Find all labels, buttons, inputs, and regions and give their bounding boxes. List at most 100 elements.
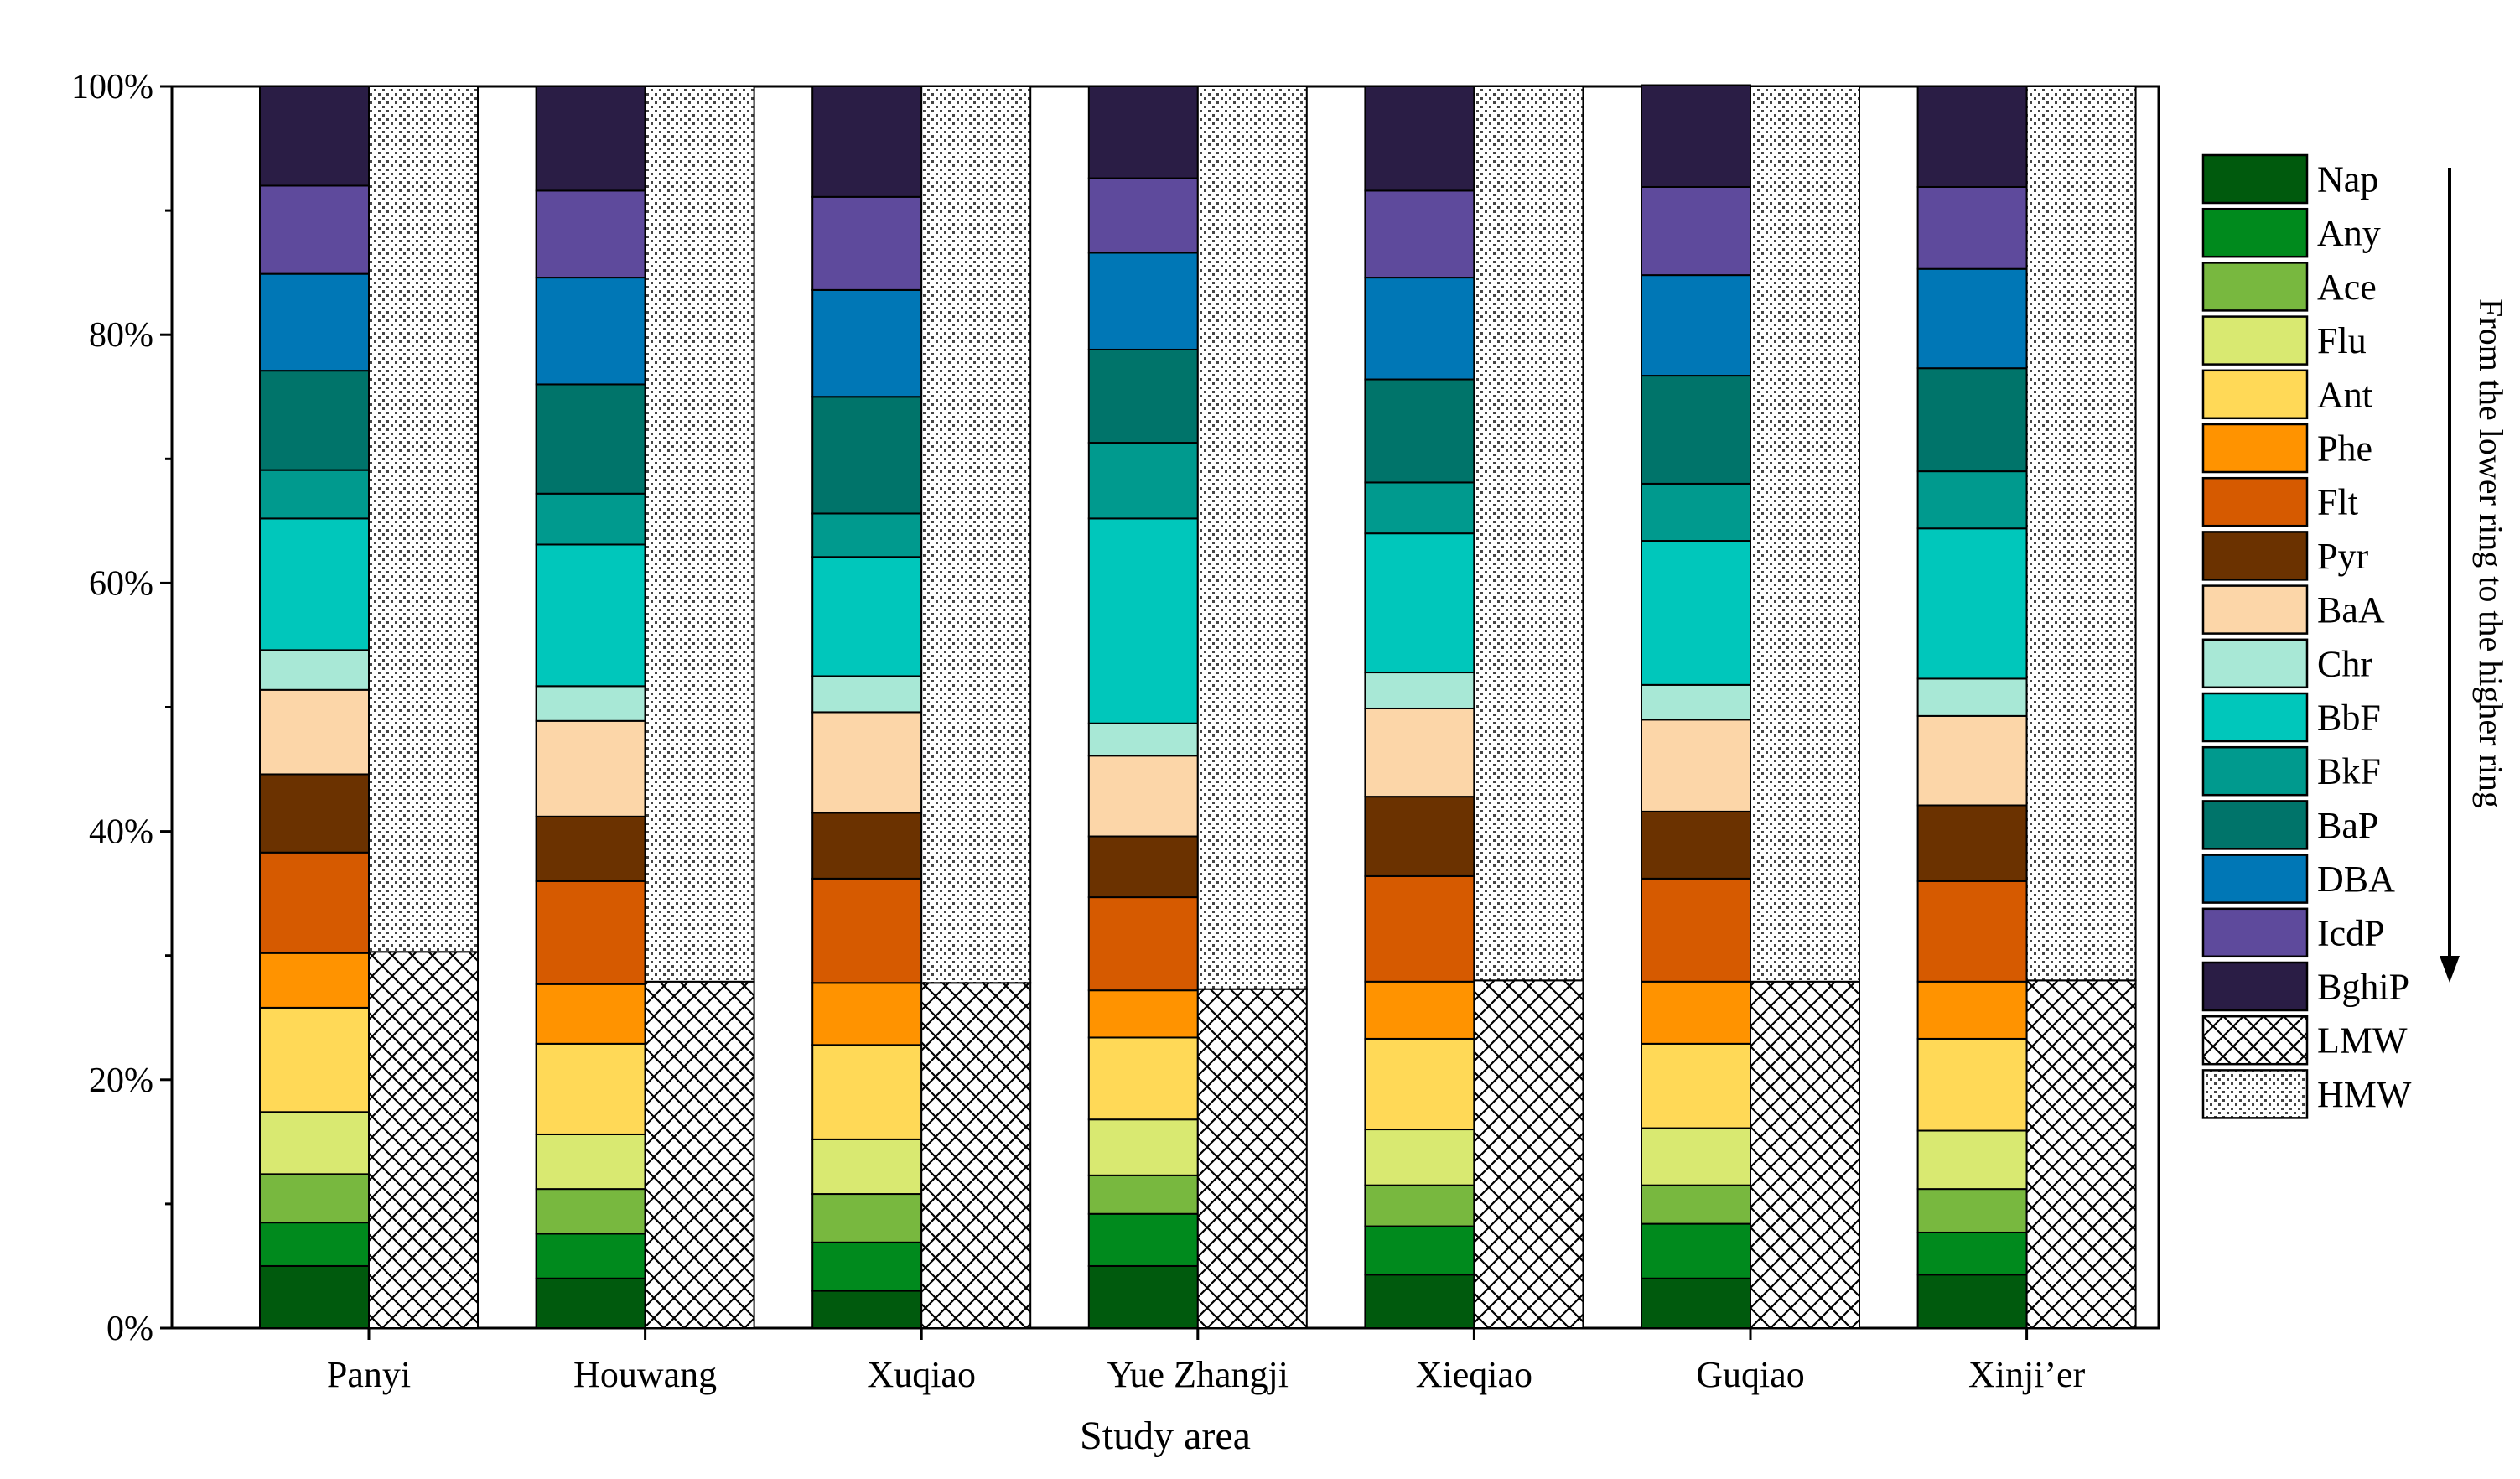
- bar-segment-lmw-guqiao: [1750, 980, 1860, 1330]
- bar-segment-flu-panyi: [259, 1111, 370, 1175]
- bar-segment-bkf-xinji-er: [1916, 470, 2028, 530]
- bar-segment-bbf-panyi: [259, 517, 370, 651]
- bar-segment-bkf-guqiao: [1641, 482, 1751, 542]
- legend-label-baa: BaA: [2317, 589, 2385, 631]
- bar-segment-flt-yue-zhangji: [1087, 896, 1199, 992]
- bar-segment-bghip-panyi: [259, 86, 370, 187]
- bar-segment-pyr-xuqiao: [811, 812, 923, 880]
- bar-segment-nap-panyi: [259, 1264, 370, 1329]
- x-tick-label-panyi: Panyi: [327, 1354, 411, 1395]
- bar-segment-dba-xinji-er: [1916, 267, 2028, 370]
- bar-segment-bbf-yue-zhangji: [1087, 517, 1199, 724]
- bar-segment-phe-houwang: [535, 983, 646, 1045]
- bar-segment-flu-xuqiao: [811, 1138, 923, 1196]
- legend-swatch-phe: [2201, 423, 2309, 474]
- y-tick-label: 40%: [89, 813, 153, 852]
- bar-segment-bghip-houwang: [535, 86, 646, 192]
- bar-segment-nap-xieqiao: [1364, 1274, 1475, 1330]
- bar-segment-bap-yue-zhangji: [1087, 348, 1199, 444]
- legend-swatch-nap: [2201, 153, 2309, 205]
- bar-segment-ace-guqiao: [1641, 1184, 1751, 1225]
- bar-segment-bghip-xieqiao: [1364, 86, 1475, 192]
- bar-segment-any-xieqiao: [1364, 1225, 1475, 1276]
- bar-segment-flt-xieqiao: [1364, 874, 1475, 983]
- bar-segment-chr-guqiao: [1641, 683, 1751, 721]
- bar-segment-phe-xieqiao: [1364, 980, 1475, 1040]
- bar-segment-icdp-houwang: [535, 189, 646, 279]
- plot-area: 0% 20% 40% 60% 80% 100% Panyi Houwang Xuqiao Yue …: [71, 68, 2160, 1395]
- legend-label-ant: Ant: [2317, 374, 2372, 415]
- legend-label-bkf: BkF: [2317, 751, 2381, 792]
- ring-direction-annotation: From the lower ring to the higher ring: [2472, 298, 2510, 808]
- bar-segment-hmw-xieqiao: [1473, 86, 1584, 982]
- legend-label-lmw: LMW: [2317, 1020, 2408, 1061]
- bar-segment-any-yue-zhangji: [1087, 1212, 1199, 1267]
- y-tick-label: 20%: [89, 1061, 153, 1100]
- legend-label-chr: Chr: [2317, 643, 2372, 684]
- legend-label-icdp: IcdP: [2317, 912, 2385, 953]
- ring-direction-arrow: [2440, 168, 2460, 983]
- legend-swatch-pyr: [2201, 531, 2309, 581]
- legend-swatch-bbf: [2201, 692, 2309, 743]
- bar-segment-icdp-yue-zhangji: [1087, 177, 1199, 254]
- bar-segment-ant-xinji-er: [1916, 1037, 2028, 1132]
- bar-segment-phe-xinji-er: [1916, 980, 2028, 1040]
- bar-segment-any-xuqiao: [811, 1241, 923, 1292]
- bar-segment-dba-houwang: [535, 277, 646, 386]
- bar-segment-pyr-panyi: [259, 773, 370, 854]
- bar-segment-dba-guqiao: [1641, 274, 1751, 377]
- bar-segment-ant-yue-zhangji: [1087, 1036, 1199, 1121]
- bar-segment-flt-panyi: [259, 851, 370, 954]
- bar-segment-flu-yue-zhangji: [1087, 1118, 1199, 1176]
- bar-segment-pyr-guqiao: [1641, 810, 1751, 880]
- legend-label-any: Any: [2317, 213, 2381, 254]
- bar-segment-hmw-yue-zhangji: [1196, 86, 1308, 990]
- bar-segment-hmw-guqiao: [1750, 86, 1860, 983]
- bar-segment-lmw-xuqiao: [920, 982, 1032, 1329]
- legend-swatch-chr: [2201, 638, 2309, 689]
- bar-segment-baa-xuqiao: [811, 711, 923, 814]
- legend-label-hmw: HMW: [2317, 1074, 2412, 1115]
- x-tick-label-xinji-er: Xinji’er: [1968, 1354, 2086, 1395]
- bar-segment-pyr-houwang: [535, 815, 646, 882]
- bar-segment-dba-xieqiao: [1364, 277, 1475, 381]
- bar-segment-hmw-panyi: [368, 86, 479, 953]
- bar-segment-bghip-xinji-er: [1916, 86, 2028, 188]
- legend-swatch-bkf: [2201, 745, 2309, 797]
- bar-segment-lmw-panyi: [368, 951, 479, 1329]
- bar-segment-nap-yue-zhangji: [1087, 1264, 1199, 1329]
- bar-segment-bkf-yue-zhangji: [1087, 442, 1199, 520]
- bar-segment-phe-xuqiao: [811, 982, 923, 1046]
- x-tick-label-houwang: Houwang: [573, 1354, 717, 1395]
- legend-swatch-ant: [2201, 369, 2309, 420]
- bar-segment-bghip-yue-zhangji: [1087, 86, 1199, 179]
- bar-segment-ant-xuqiao: [811, 1044, 923, 1140]
- bar-segment-dba-xuqiao: [811, 288, 923, 398]
- bar-segment-lmw-houwang: [644, 980, 755, 1330]
- legend-swatch-icdp: [2201, 907, 2309, 958]
- legend-swatch-any: [2201, 207, 2309, 258]
- bar-segment-bkf-xieqiao: [1364, 481, 1475, 535]
- legend-label-nap: Nap: [2317, 159, 2378, 200]
- bar-segment-ace-yue-zhangji: [1087, 1174, 1199, 1215]
- bar-segment-flu-houwang: [535, 1133, 646, 1191]
- bar-segment-baa-xinji-er: [1916, 714, 2028, 807]
- legend-swatch-flt: [2201, 476, 2309, 527]
- legend-label-ace: Ace: [2317, 267, 2377, 308]
- y-tick-label: 0%: [106, 1310, 153, 1348]
- legend: Nap Any Ace Flu Ant Phe Flt Pyr BaA Chr BbF BkF BaP D…: [2201, 153, 2412, 1119]
- bar-segment-chr-panyi: [259, 649, 370, 691]
- bar-segment-flt-xinji-er: [1916, 880, 2028, 983]
- bar-segment-icdp-xuqiao: [811, 195, 923, 291]
- bar-segment-chr-houwang: [535, 685, 646, 722]
- bar-segment-ace-houwang: [535, 1188, 646, 1235]
- bar-segment-bghip-xuqiao: [811, 86, 923, 198]
- bar-segment-bap-houwang: [535, 383, 646, 495]
- legend-swatch-ace: [2201, 262, 2309, 312]
- legend-swatch-bap: [2201, 800, 2309, 850]
- bar-segment-chr-xuqiao: [811, 675, 923, 714]
- bar-segment-flt-xuqiao: [811, 877, 923, 984]
- y-tick-label: 80%: [89, 316, 153, 355]
- bar-segment-chr-yue-zhangji: [1087, 722, 1199, 757]
- bar-segment-phe-yue-zhangji: [1087, 989, 1199, 1039]
